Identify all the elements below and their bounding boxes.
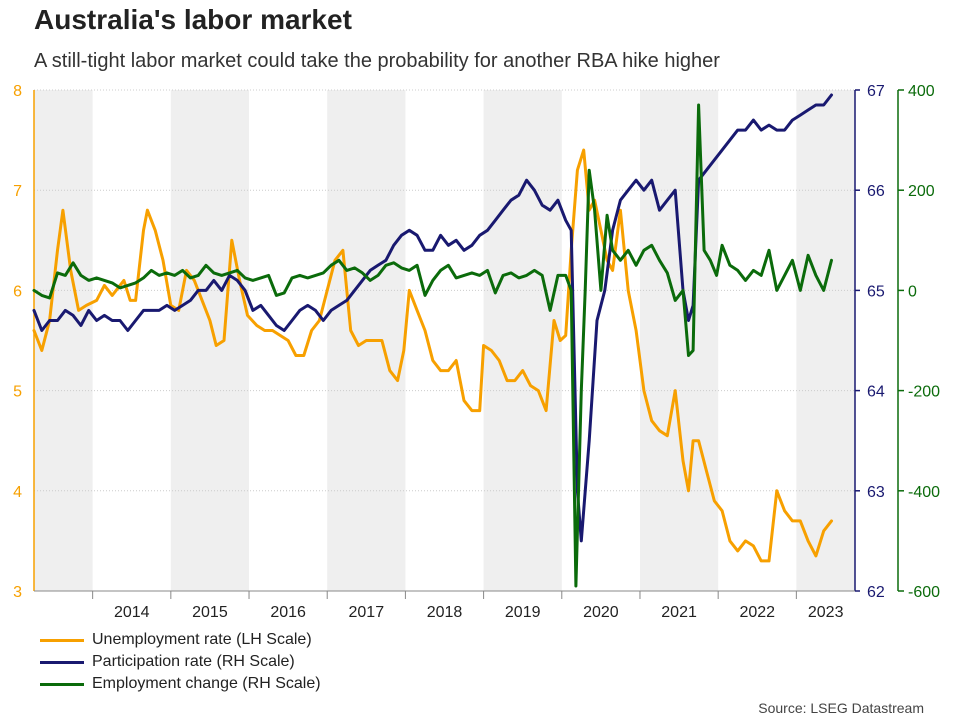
x-tick-label-2022: 2022 <box>739 604 775 621</box>
x-tick-label-2021: 2021 <box>661 604 697 621</box>
legend-item-unemployment: Unemployment rate (LH Scale) <box>40 629 321 651</box>
right-inner-tick-label-4: 66 <box>867 183 885 200</box>
right-inner-tick-label-3: 65 <box>867 283 885 300</box>
x-tick-label-2014: 2014 <box>114 604 150 621</box>
right-inner-tick-label-0: 62 <box>867 584 885 601</box>
right-inner-tick-label-1: 63 <box>867 484 885 501</box>
legend-item-participation: Participation rate (RH Scale) <box>40 651 321 673</box>
x-tick-label-2023: 2023 <box>808 604 844 621</box>
legend-item-employment: Employment change (RH Scale) <box>40 673 321 695</box>
legend-label-unemployment: Unemployment rate (LH Scale) <box>92 631 312 648</box>
right-outer-tick-label-5: 400 <box>908 83 935 100</box>
left-tick-label-1: 4 <box>13 484 22 501</box>
left-tick-label-3: 6 <box>13 283 22 300</box>
x-tick-label-2020: 2020 <box>583 604 619 621</box>
right-outer-tick-label-0: -600 <box>908 584 940 601</box>
right-inner-tick-label-2: 64 <box>867 384 885 401</box>
year-band-2023 <box>796 90 855 591</box>
year-band-2019 <box>483 90 562 591</box>
source-note: Source: LSEG Datastream <box>758 700 924 716</box>
right-outer-tick-label-4: 200 <box>908 183 935 200</box>
year-band-2015 <box>170 90 250 591</box>
year-band-2021 <box>639 90 719 591</box>
x-tick-label-2019: 2019 <box>505 604 541 621</box>
right-outer-tick-label-2: -200 <box>908 384 940 401</box>
chart-title: Australia's labor market <box>34 4 352 35</box>
left-tick-label-4: 7 <box>13 183 22 200</box>
right-outer-tick-label-1: -400 <box>908 484 940 501</box>
year-band-2013 <box>34 90 93 591</box>
x-tick-label-2018: 2018 <box>427 604 463 621</box>
legend-label-participation: Participation rate (RH Scale) <box>92 653 295 670</box>
x-tick-label-2017: 2017 <box>349 604 385 621</box>
left-tick-label-5: 8 <box>13 83 22 100</box>
chart-subtitle: A still-tight labor market could take th… <box>34 50 720 72</box>
series-line-unemployment <box>32 148 833 563</box>
right-outer-tick-label-3: 0 <box>908 283 917 300</box>
legend-swatch-employment <box>40 682 84 686</box>
right-inner-tick-label-5: 67 <box>867 83 885 100</box>
legend-swatch-participation <box>40 660 84 664</box>
x-tick-label-2015: 2015 <box>192 604 228 621</box>
legend-label-employment: Employment change (RH Scale) <box>92 675 321 692</box>
left-tick-label-0: 3 <box>13 584 22 601</box>
legend: Unemployment rate (LH Scale) Participati… <box>40 629 321 695</box>
series-line-employment <box>32 103 833 588</box>
legend-swatch-unemployment <box>40 638 84 642</box>
left-tick-label-2: 5 <box>13 384 22 401</box>
x-tick-label-2016: 2016 <box>270 604 306 621</box>
